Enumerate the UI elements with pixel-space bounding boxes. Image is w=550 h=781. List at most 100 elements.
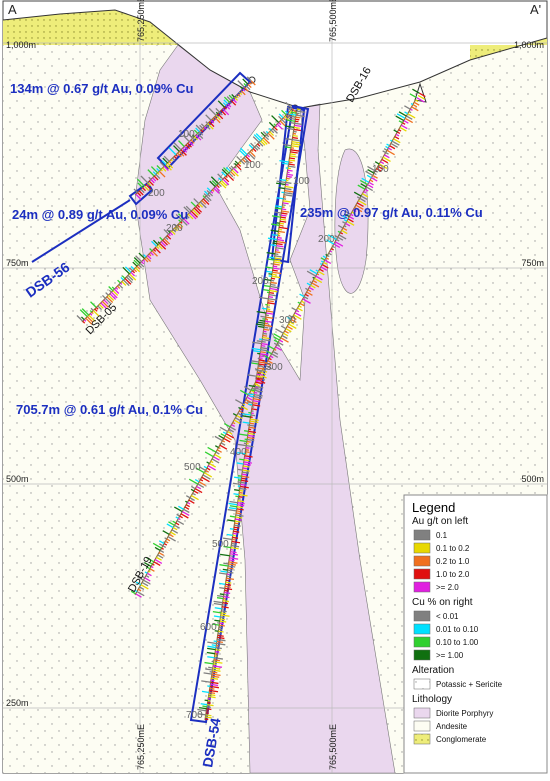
au-tick	[227, 572, 233, 573]
intercept-label: 235m @ 0.97 g/t Au, 0.11% Cu	[300, 205, 483, 220]
au-tick	[228, 568, 234, 569]
au-tick	[257, 374, 263, 375]
au-tick	[269, 293, 274, 294]
legend-heading: Lithology	[412, 694, 452, 705]
au-tick	[218, 635, 224, 636]
elev-label: 1,000m	[6, 40, 36, 50]
depth-label: 100	[178, 129, 195, 140]
elev-label: 750m	[521, 258, 544, 268]
au-tick	[286, 182, 292, 183]
au-tick	[234, 527, 239, 528]
au-tick	[224, 597, 230, 598]
au-tick	[236, 513, 241, 514]
cu-tick	[212, 645, 216, 646]
legend-heading: Alteration	[412, 665, 454, 676]
cu-tick	[219, 588, 224, 589]
au-tick	[221, 613, 226, 614]
au-tick	[252, 409, 257, 410]
legend-label: Diorite Porphyry	[436, 709, 493, 718]
cu-tick	[230, 516, 236, 517]
au-tick	[249, 425, 254, 426]
au-tick	[236, 511, 240, 512]
depth-label: 100	[372, 164, 389, 175]
intercept-label: 705.7m @ 0.61 g/t Au, 0.1% Cu	[16, 402, 203, 417]
elev-label: 500m	[6, 474, 29, 484]
au-tick	[217, 641, 223, 642]
cu-tick	[248, 394, 254, 395]
au-tick	[289, 162, 293, 163]
legend-swatch	[414, 679, 430, 689]
au-tick	[216, 648, 222, 649]
au-tick	[253, 403, 258, 404]
legend-swatch	[414, 734, 430, 744]
au-tick	[260, 356, 265, 357]
cu-tick	[261, 316, 266, 317]
legend-title: Legend	[412, 500, 455, 515]
au-tick	[239, 497, 243, 498]
legend-swatch	[414, 556, 430, 566]
au-tick	[268, 301, 274, 302]
depth-label: 500	[212, 539, 229, 550]
au-tick	[269, 297, 273, 298]
au-tick	[226, 582, 232, 583]
au-tick	[229, 560, 234, 561]
au-tick	[272, 274, 277, 275]
au-tick	[240, 491, 244, 492]
au-tick	[271, 278, 275, 279]
legend-swatch	[414, 530, 430, 540]
au-tick	[275, 252, 280, 253]
au-tick	[294, 127, 300, 128]
cu-tick	[411, 104, 413, 105]
legend-swatch	[414, 708, 430, 718]
au-tick	[273, 266, 277, 267]
au-tick	[219, 629, 223, 630]
depth-label: 600	[200, 622, 217, 633]
cu-tick	[230, 529, 234, 530]
au-tick	[241, 482, 246, 483]
cu-tick	[223, 563, 228, 564]
cu-tick	[273, 241, 277, 242]
cu-tick	[227, 535, 233, 536]
cu-tick	[248, 404, 252, 405]
au-tick	[289, 158, 294, 159]
au-tick	[270, 284, 275, 285]
elev-label: 500m	[521, 474, 544, 484]
au-tick	[235, 523, 239, 524]
depth-label: 500	[184, 462, 201, 473]
cu-tick	[238, 469, 243, 470]
au-tick	[281, 217, 286, 218]
cu-tick	[214, 620, 220, 621]
au-tick	[297, 109, 301, 110]
au-tick	[233, 533, 237, 534]
cu-tick	[320, 264, 322, 265]
cu-tick	[208, 667, 213, 668]
cu-tick	[272, 235, 278, 236]
au-tick	[260, 352, 265, 353]
legend-swatch	[414, 582, 430, 592]
legend-label: >= 2.0	[436, 583, 459, 592]
au-tick	[256, 380, 260, 381]
cu-tick	[257, 341, 262, 342]
au-tick	[273, 270, 278, 271]
au-tick	[232, 537, 238, 538]
au-tick	[221, 611, 226, 612]
au-tick	[224, 590, 228, 591]
au-tick	[243, 404, 245, 405]
au-tick	[295, 119, 299, 120]
au-tick	[264, 329, 269, 330]
au-tick	[242, 474, 247, 475]
au-tick	[271, 282, 277, 283]
cu-tick	[326, 254, 328, 255]
au-tick	[216, 650, 221, 651]
legend-label: 0.1 to 0.2	[436, 544, 470, 553]
legend-swatch	[414, 650, 430, 660]
legend-label: Andesite	[436, 722, 468, 731]
au-tick	[240, 484, 246, 485]
legend-swatch	[414, 624, 430, 634]
au-tick	[281, 215, 287, 216]
au-tick	[223, 603, 228, 604]
depth-label: 300	[266, 362, 283, 373]
intercept-label: 24m @ 0.89 g/t Au, 0.09% Cu	[12, 207, 188, 222]
au-tick	[290, 154, 296, 155]
au-tick	[261, 346, 265, 347]
